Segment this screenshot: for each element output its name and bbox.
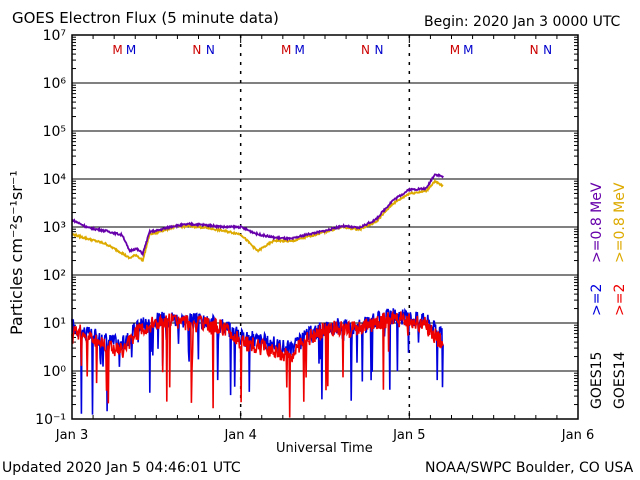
legend-goes14-08mev: >=0.8 MeV [612,182,628,263]
legend-goes14-2mev: >=2 [612,283,628,316]
series-line [71,179,444,262]
mn-marker: N [361,43,370,57]
credit-label: NOAA/SWPC Boulder, CO USA [425,460,634,476]
x-tick-label: Jan 6 [561,428,594,443]
mn-marker: M [450,43,460,57]
mn-marker: M [112,43,122,57]
y-tick-label: 10⁴ [43,172,67,188]
mn-marker: N [374,43,383,57]
y-tick-label: 10⁻¹ [35,412,66,428]
updated-timestamp: Updated 2020 Jan 5 04:46:01 UTC [2,460,241,476]
plot-frame [71,34,579,420]
y-tick-label: 10⁷ [43,28,66,44]
y-axis-label: Particles cm⁻²s⁻¹sr⁻¹ [7,170,26,335]
y-tick-label: 10² [43,268,66,284]
mn-marker: N [543,43,552,57]
mn-marker: M [463,43,473,57]
legend-goes15: GOES15 [589,351,605,409]
mn-marker: M [126,43,136,57]
legend-goes14: GOES14 [612,351,628,409]
x-axis-label: Universal Time [276,441,373,456]
y-tick-label: 10⁵ [43,124,66,140]
y-tick-label: 10¹ [43,316,66,332]
x-tick-label: Jan 3 [55,428,88,443]
legend-goes15-2mev: >=2 [589,283,605,316]
mn-marker: M [281,43,291,57]
x-tick-label: Jan 4 [223,428,256,443]
legend-goes15-08mev: >=0.8 MeV [589,182,605,263]
y-tick-label: 10⁰ [43,364,67,380]
mn-marker: N [206,43,215,57]
series-line [71,309,444,418]
y-tick-label: 10⁶ [43,76,67,92]
series-line [71,307,444,415]
x-tick-label: Jan 5 [392,428,425,443]
mn-marker: N [192,43,201,57]
mn-marker: N [530,43,539,57]
mn-marker: M [295,43,305,57]
y-tick-label: 10³ [43,220,66,236]
begin-date: Begin: 2020 Jan 3 0000 UTC [424,14,621,30]
series-line [71,173,444,258]
chart-title: GOES Electron Flux (5 minute data) [12,9,279,27]
